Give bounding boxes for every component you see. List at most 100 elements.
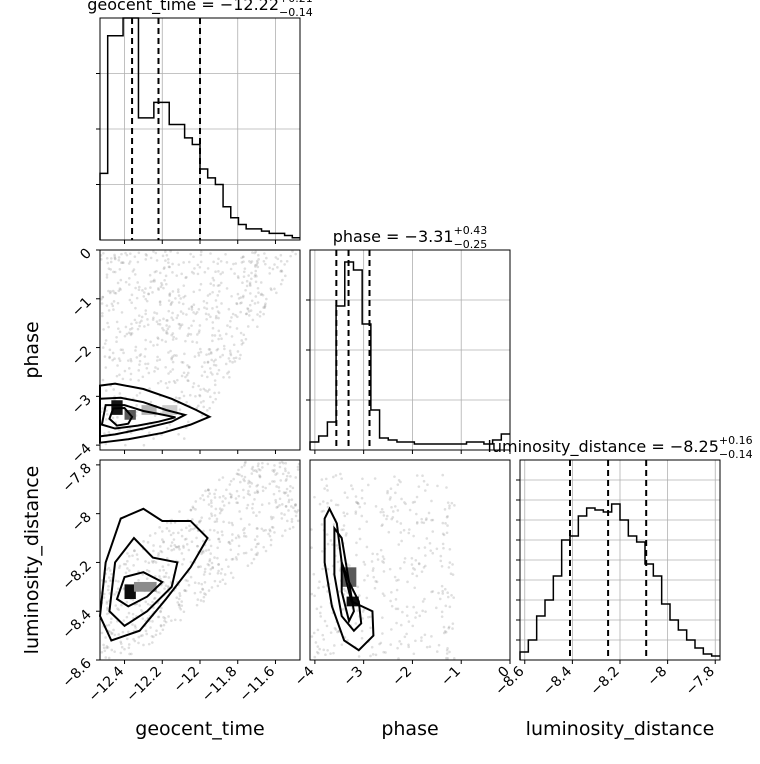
sample-point	[246, 307, 250, 311]
sample-point	[386, 514, 389, 518]
sample-point	[237, 276, 240, 280]
sample-point	[113, 256, 117, 260]
sample-point	[161, 254, 165, 258]
sample-point	[379, 510, 383, 514]
sample-point	[318, 580, 321, 584]
sample-point	[202, 539, 205, 543]
sample-point	[129, 333, 133, 337]
sample-point	[390, 517, 393, 521]
sample-point	[109, 630, 112, 634]
sample-point	[182, 544, 185, 548]
sample-point	[143, 355, 147, 358]
sample-point	[130, 327, 134, 330]
sample-point	[144, 629, 148, 633]
sample-point	[196, 263, 200, 267]
sample-point	[259, 293, 263, 297]
sample-point	[214, 270, 217, 274]
sample-point	[235, 327, 239, 330]
sample-point	[169, 303, 173, 307]
sample-point	[254, 295, 258, 298]
sample-point	[230, 495, 233, 499]
sample-point	[127, 643, 131, 646]
sample-point	[342, 528, 345, 531]
sample-point	[227, 540, 231, 544]
sample-point	[187, 366, 191, 369]
sample-point	[138, 321, 142, 324]
sample-point	[187, 548, 191, 552]
sample-point	[233, 272, 236, 275]
histogram-bin	[562, 540, 570, 660]
sample-point	[268, 266, 271, 270]
sample-point	[270, 288, 273, 292]
sample-point	[250, 467, 254, 471]
density-cell	[141, 405, 157, 415]
title-plus-error: +0.16	[719, 434, 753, 447]
sample-point	[147, 561, 151, 565]
sample-point	[197, 351, 200, 355]
histogram-bin	[595, 510, 603, 660]
sample-point	[178, 408, 182, 411]
histogram-bin	[695, 648, 703, 660]
sample-point	[206, 390, 209, 393]
sample-point	[108, 579, 112, 582]
sample-point	[343, 514, 347, 518]
sample-point	[227, 307, 231, 311]
sample-point	[222, 375, 225, 379]
sample-point	[395, 520, 399, 523]
sample-point	[256, 490, 260, 494]
sample-point	[149, 340, 152, 344]
sample-point	[248, 523, 251, 526]
sample-point	[227, 357, 231, 360]
sample-point	[251, 502, 255, 506]
histogram-bin	[545, 600, 553, 660]
histogram-bin	[570, 536, 578, 660]
sample-point	[106, 646, 110, 649]
sample-point	[344, 534, 348, 537]
sample-point	[192, 527, 195, 531]
sample-point	[281, 534, 284, 538]
sample-point	[153, 370, 156, 373]
sample-point	[153, 311, 156, 314]
sample-point	[210, 358, 214, 362]
sample-point	[273, 287, 276, 291]
sample-point	[273, 480, 276, 483]
sample-point	[177, 545, 181, 548]
sample-point	[130, 322, 133, 326]
sample-point	[191, 385, 195, 389]
sample-point	[133, 549, 136, 553]
sample-point	[158, 301, 162, 304]
sample-point	[226, 324, 229, 327]
sample-point	[253, 491, 257, 494]
contour-line	[98, 507, 209, 642]
sample-point	[382, 514, 386, 517]
sample-point	[111, 304, 115, 308]
sample-point	[214, 358, 217, 362]
sample-point	[172, 379, 176, 383]
sample-point	[143, 325, 146, 328]
sample-point	[261, 489, 265, 493]
sample-point	[242, 496, 246, 499]
sample-point	[250, 482, 254, 485]
sample-point	[272, 470, 276, 473]
sample-point	[154, 251, 158, 255]
sample-point	[154, 561, 158, 564]
sample-point	[287, 509, 290, 512]
sample-point	[212, 529, 216, 532]
sample-point	[170, 333, 173, 337]
sample-point	[107, 585, 110, 588]
sample-point	[208, 388, 211, 391]
sample-point	[211, 334, 214, 337]
sample-point	[122, 619, 126, 622]
sample-point	[228, 483, 232, 486]
sample-point	[158, 569, 162, 572]
sample-point	[158, 300, 162, 303]
histogram-bin	[208, 178, 216, 240]
contour-line	[115, 571, 164, 608]
sample-point	[201, 587, 204, 591]
sample-point	[400, 539, 403, 543]
sample-point	[239, 301, 242, 305]
sample-point	[437, 643, 441, 647]
sample-point	[200, 550, 204, 554]
sample-point	[348, 564, 351, 567]
